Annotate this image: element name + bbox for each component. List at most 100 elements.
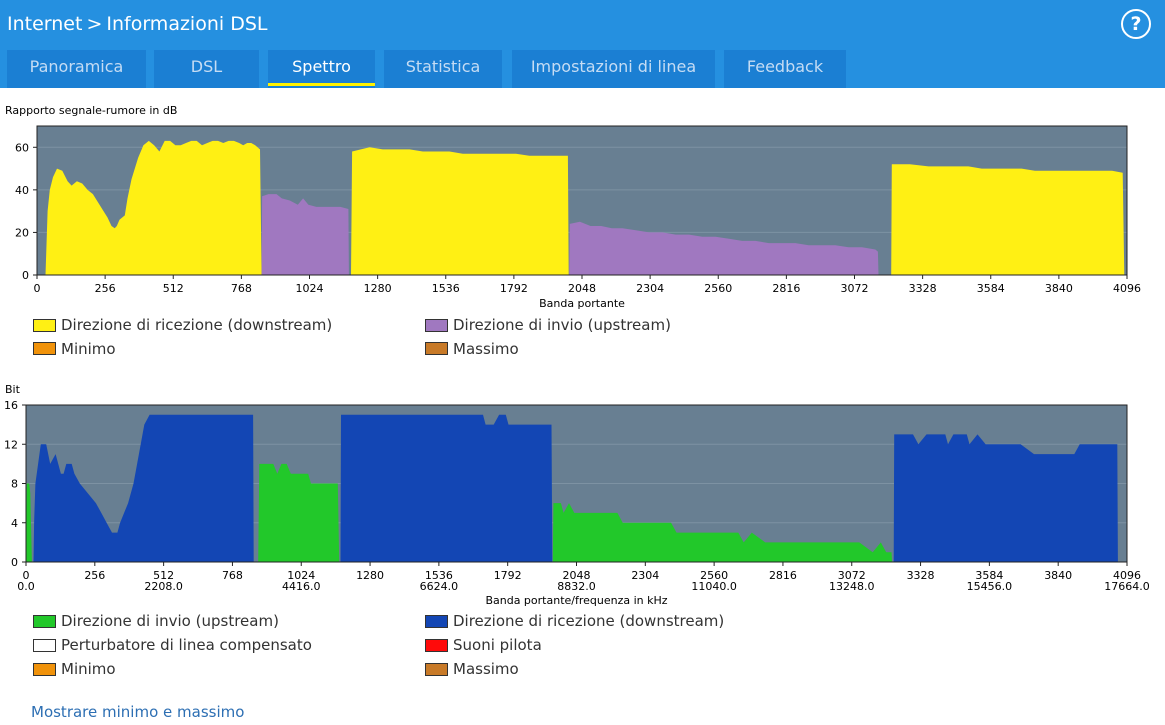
x-tick-label: 256 xyxy=(95,282,116,295)
tab-panoramica[interactable]: Panoramica xyxy=(7,50,146,88)
x-tick-label: 2816 xyxy=(772,282,800,295)
y-tick-label: 8 xyxy=(11,478,18,491)
x-tick-label: 1280 xyxy=(364,282,392,295)
x-tick-label: 4096 xyxy=(1113,282,1141,295)
x-tick-label: 1024 xyxy=(287,569,315,582)
tab-impostazioni-linea[interactable]: Impostazioni di linea xyxy=(512,50,715,88)
x-tick-label-khz: 13248.0 xyxy=(829,580,875,593)
y-tick-label: 20 xyxy=(15,226,29,239)
series-area xyxy=(33,414,254,562)
legend-swatch-max xyxy=(425,663,448,676)
series-area xyxy=(258,463,340,562)
series-area xyxy=(26,483,32,562)
x-tick-label: 2304 xyxy=(631,569,659,582)
x-tick-label-khz: 8832.0 xyxy=(557,580,596,593)
chevron-right-icon: > xyxy=(86,13,103,35)
legend-label: Massimo xyxy=(453,660,519,678)
legend-label: Suoni pilota xyxy=(453,636,542,654)
y-tick-label: 0 xyxy=(22,269,29,282)
show-min-max-link[interactable]: Mostrare minimo e massimo xyxy=(31,703,245,721)
x-tick-label: 3840 xyxy=(1044,569,1072,582)
x-tick-label: 2560 xyxy=(704,282,732,295)
x-tick-label: 2560 xyxy=(700,569,728,582)
legend-label: Direzione di ricezione (downstream) xyxy=(61,316,333,334)
series-area xyxy=(569,221,879,275)
legend-swatch-pilot xyxy=(425,639,448,652)
x-tick-label: 1536 xyxy=(432,282,460,295)
x-tick-label: 3840 xyxy=(1045,282,1073,295)
y-tick-label: 12 xyxy=(4,438,18,451)
x-tick-label: 1536 xyxy=(425,569,453,582)
x-tick-label-khz: 6624.0 xyxy=(420,580,459,593)
x-tick-label: 512 xyxy=(163,282,184,295)
x-tick-label: 512 xyxy=(153,569,174,582)
x-tick-label: 2304 xyxy=(636,282,664,295)
x-tick-label: 0 xyxy=(34,282,41,295)
legend-label: Direzione di invio (upstream) xyxy=(61,612,279,630)
x-tick-label: 2048 xyxy=(563,569,591,582)
tab-spettro[interactable]: Spettro xyxy=(268,50,375,88)
x-tick-label: 3584 xyxy=(977,282,1005,295)
x-tick-label: 2048 xyxy=(568,282,596,295)
series-area xyxy=(891,164,1125,275)
legend-swatch-crosstalk xyxy=(33,639,56,652)
y-axis-title: Rapporto segnale-rumore in dB xyxy=(5,104,177,117)
x-tick-label-khz: 2208.0 xyxy=(144,580,183,593)
x-tick-label: 2816 xyxy=(769,569,797,582)
series-area xyxy=(893,434,1118,562)
x-tick-label: 1024 xyxy=(296,282,324,295)
header-bar: Internet > Informazioni DSL ? Panoramica D… xyxy=(0,0,1165,88)
legend-swatch-min xyxy=(33,663,56,676)
series-area xyxy=(45,140,262,275)
x-tick-label-khz: 4416.0 xyxy=(282,580,321,593)
x-tick-label: 3328 xyxy=(909,282,937,295)
y-tick-label: 0 xyxy=(11,556,18,569)
x-tick-label: 3328 xyxy=(907,569,935,582)
legend-swatch-min xyxy=(33,342,56,355)
x-axis-label: Banda portante/frequenza in kHz xyxy=(485,594,667,607)
x-tick-label: 4096 xyxy=(1113,569,1141,582)
legend-label: Massimo xyxy=(453,340,519,358)
legend-label: Minimo xyxy=(61,660,116,678)
page-title: Informazioni DSL xyxy=(106,13,268,35)
legend-swatch-max xyxy=(425,342,448,355)
legend-swatch-downstream xyxy=(425,615,448,628)
x-tick-label: 1280 xyxy=(356,569,384,582)
x-tick-label: 1792 xyxy=(500,282,528,295)
series-area xyxy=(340,414,553,562)
x-tick-label-khz: 0.0 xyxy=(17,580,35,593)
legend-label: Perturbatore di linea compensato xyxy=(61,636,312,654)
x-tick-label: 1792 xyxy=(494,569,522,582)
y-tick-label: 4 xyxy=(11,517,18,530)
x-tick-label: 0 xyxy=(23,569,30,582)
legend-swatch-downstream xyxy=(33,319,56,332)
series-area xyxy=(552,503,893,562)
x-tick-label: 768 xyxy=(222,569,243,582)
x-tick-label: 3072 xyxy=(841,282,869,295)
breadcrumb-parent[interactable]: Internet xyxy=(7,13,83,35)
y-tick-label: 40 xyxy=(15,184,29,197)
series-area xyxy=(261,194,349,275)
help-icon[interactable]: ? xyxy=(1121,9,1151,39)
x-tick-label: 256 xyxy=(84,569,105,582)
x-axis-label: Banda portante xyxy=(539,297,625,310)
x-tick-label-khz: 17664.0 xyxy=(1104,580,1150,593)
legend-label: Minimo xyxy=(61,340,116,358)
tab-statistica[interactable]: Statistica xyxy=(384,50,502,88)
legend-swatch-upstream xyxy=(33,615,56,628)
x-tick-label-khz: 15456.0 xyxy=(967,580,1013,593)
x-tick-label-khz: 11040.0 xyxy=(691,580,737,593)
y-tick-label: 60 xyxy=(15,141,29,154)
x-tick-label: 3072 xyxy=(838,569,866,582)
breadcrumb: Internet > Informazioni DSL xyxy=(7,13,267,35)
legend-label: Direzione di invio (upstream) xyxy=(453,316,671,334)
legend-label: Direzione di ricezione (downstream) xyxy=(453,612,725,630)
legend-swatch-upstream xyxy=(425,319,448,332)
tab-feedback[interactable]: Feedback xyxy=(724,50,846,88)
x-tick-label: 768 xyxy=(231,282,252,295)
y-axis-title: Bit xyxy=(5,383,21,396)
x-tick-label: 3584 xyxy=(975,569,1003,582)
y-tick-label: 16 xyxy=(4,399,18,412)
tab-dsl[interactable]: DSL xyxy=(154,50,259,88)
